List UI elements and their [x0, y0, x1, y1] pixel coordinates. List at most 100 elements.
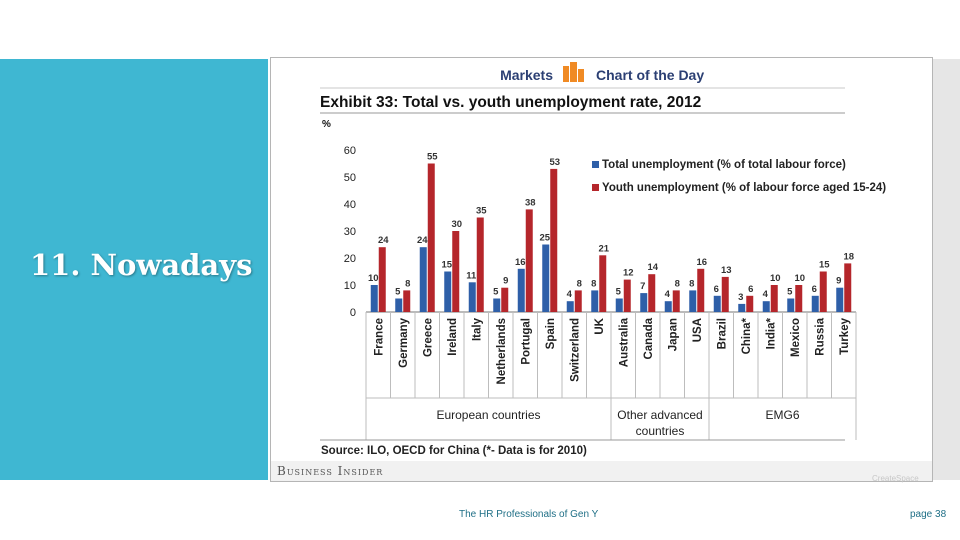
total-value-label-5: 5	[493, 287, 499, 298]
category-label-3: Ireland	[447, 318, 459, 356]
group-label-1-line-0: Other advanced	[617, 408, 702, 422]
category-label-16: India*	[765, 317, 777, 349]
youth-bar-5	[501, 287, 509, 312]
youth-bar-0	[378, 247, 386, 312]
youth-bar-6	[525, 209, 533, 312]
total-value-label-15: 3	[738, 292, 743, 303]
group-label-1-line-1: countries	[636, 424, 685, 438]
category-label-10: Australia	[618, 317, 630, 367]
total-bar-4	[468, 282, 476, 312]
total-bar-8	[566, 301, 574, 312]
youth-value-label-13: 16	[696, 257, 707, 268]
banner-markets-text: Markets	[500, 67, 553, 83]
total-bar-3	[444, 271, 452, 312]
youth-bar-18	[819, 271, 827, 312]
chart-source-text: Source: ILO, OECD for China (*- Data is …	[321, 445, 587, 457]
youth-value-label-3: 30	[451, 219, 462, 230]
footer-text: The HR Professionals of Gen Y	[459, 509, 599, 520]
youth-value-label-8: 8	[577, 278, 582, 289]
side-strip	[933, 59, 960, 480]
youth-value-label-12: 8	[675, 278, 680, 289]
chart-category-labels: France Germany Greece Ireland Italy Netherlan…	[365, 312, 857, 399]
youth-bar-17	[795, 285, 803, 312]
category-label-5: Netherlands	[496, 318, 508, 384]
total-value-label-6: 16	[515, 257, 526, 268]
youth-value-label-4: 35	[476, 206, 487, 217]
total-bar-16	[762, 301, 770, 312]
y-tick-label: 0	[350, 307, 356, 319]
youth-bar-16	[770, 285, 778, 312]
youth-value-label-9: 21	[598, 243, 609, 254]
total-value-label-9: 8	[591, 278, 596, 289]
youth-value-label-19: 18	[843, 251, 854, 262]
category-label-7: Spain	[545, 318, 557, 349]
banner-icon-bar-2	[570, 62, 577, 82]
youth-bar-14	[721, 276, 729, 312]
total-bar-18	[811, 295, 819, 312]
category-label-4: Italy	[471, 317, 483, 341]
youth-bar-4	[476, 217, 484, 312]
total-bar-2	[419, 247, 427, 312]
youth-value-label-0: 24	[378, 235, 389, 246]
total-bar-15	[738, 303, 746, 312]
y-tick-label: 20	[344, 253, 356, 265]
youth-value-label-10: 12	[623, 268, 634, 279]
youth-bar-2	[427, 163, 435, 312]
y-tick-label: 50	[344, 172, 356, 184]
youth-value-label-1: 8	[405, 278, 410, 289]
youth-value-label-15: 6	[748, 284, 753, 295]
total-value-label-13: 8	[689, 278, 694, 289]
youth-value-label-11: 14	[647, 262, 658, 273]
category-label-19: Turkey	[839, 317, 851, 354]
category-label-12: Japan	[667, 318, 679, 351]
youth-bar-7	[550, 168, 558, 312]
youth-bar-11	[648, 274, 656, 312]
youth-bar-1	[403, 290, 411, 312]
total-value-label-17: 5	[787, 287, 793, 298]
youth-bar-12	[672, 290, 680, 312]
chart-group-labels: European countries Other advanced countrie…	[320, 398, 857, 441]
category-label-9: UK	[594, 317, 606, 334]
chart-title-group: Exhibit 33: Total vs. youth unemployment…	[320, 94, 845, 130]
total-bar-19	[836, 287, 844, 312]
total-bar-13	[689, 290, 697, 312]
youth-bar-13	[697, 268, 705, 312]
youth-value-label-14: 13	[721, 265, 732, 276]
category-label-15: China*	[741, 317, 753, 354]
group-label-2-line-0: EMG6	[765, 408, 799, 422]
business-insider-logo: Business Insider	[277, 464, 383, 478]
total-value-label-2: 24	[417, 235, 428, 246]
total-value-label-16: 4	[763, 289, 769, 300]
total-value-label-4: 11	[466, 270, 477, 281]
chart-bars	[370, 163, 852, 312]
chart-banner: Markets Chart of the Day	[320, 62, 845, 89]
youth-bar-3	[452, 231, 460, 312]
total-value-label-12: 4	[665, 289, 671, 300]
total-bar-12	[664, 301, 672, 312]
youth-value-label-17: 10	[794, 273, 805, 284]
total-bar-11	[640, 293, 648, 312]
category-label-1: Germany	[398, 317, 410, 367]
total-value-label-11: 7	[640, 281, 645, 292]
y-axis-unit-label: %	[322, 119, 331, 130]
chart-legend: Total unemployment (% of total labour fo…	[592, 159, 886, 194]
youth-value-label-7: 53	[549, 157, 560, 168]
total-value-label-8: 4	[567, 289, 573, 300]
total-bar-0	[370, 285, 378, 312]
chart-title: Exhibit 33: Total vs. youth unemployment…	[320, 94, 701, 111]
page-number: page 38	[910, 509, 947, 520]
slide-title: 11. Nowadays	[30, 248, 253, 282]
legend-swatch-0	[592, 161, 599, 168]
youth-value-label-5: 9	[503, 276, 508, 287]
banner-icon-bar-3	[578, 69, 584, 82]
category-label-17: Mexico	[790, 318, 802, 357]
y-tick-label: 30	[344, 226, 356, 238]
total-bar-14	[713, 295, 721, 312]
category-label-13: USA	[692, 318, 704, 342]
youth-bar-19	[844, 263, 852, 312]
category-label-8: Switzerland	[569, 318, 581, 382]
youth-value-label-6: 38	[525, 197, 536, 208]
total-bar-10	[615, 298, 623, 312]
